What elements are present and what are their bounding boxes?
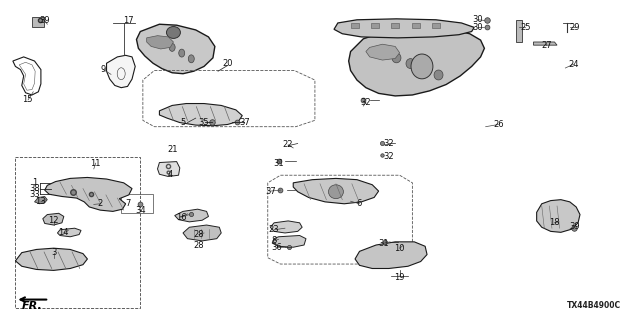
Text: 32: 32 xyxy=(383,152,394,161)
Bar xyxy=(516,20,522,42)
Bar xyxy=(432,23,440,28)
Ellipse shape xyxy=(434,70,443,80)
Text: 32: 32 xyxy=(360,98,371,107)
Text: 29: 29 xyxy=(570,23,580,32)
Text: 37: 37 xyxy=(239,118,250,127)
Ellipse shape xyxy=(166,27,180,38)
Ellipse shape xyxy=(392,53,401,63)
Text: 22: 22 xyxy=(283,140,293,149)
Text: 1: 1 xyxy=(32,178,37,187)
Polygon shape xyxy=(175,209,209,222)
Polygon shape xyxy=(537,200,580,232)
Polygon shape xyxy=(58,228,81,237)
Text: 31: 31 xyxy=(378,239,389,248)
Polygon shape xyxy=(35,196,47,204)
Text: 30: 30 xyxy=(473,23,483,32)
Polygon shape xyxy=(334,19,474,38)
Text: 4: 4 xyxy=(168,170,173,179)
Text: 25: 25 xyxy=(520,23,531,32)
Text: 7: 7 xyxy=(125,199,131,208)
Ellipse shape xyxy=(420,64,429,74)
Text: 2: 2 xyxy=(97,199,103,208)
Ellipse shape xyxy=(411,54,433,79)
Text: TX44B4900C: TX44B4900C xyxy=(566,301,621,310)
Polygon shape xyxy=(136,24,215,74)
Text: 38: 38 xyxy=(29,184,40,193)
Text: 24: 24 xyxy=(568,60,579,69)
Ellipse shape xyxy=(188,55,195,63)
Polygon shape xyxy=(157,162,180,177)
Polygon shape xyxy=(293,178,379,204)
Text: 28: 28 xyxy=(194,230,204,239)
Bar xyxy=(412,23,420,28)
Ellipse shape xyxy=(169,44,175,51)
Ellipse shape xyxy=(179,49,185,57)
Text: 21: 21 xyxy=(167,145,177,154)
Text: 34: 34 xyxy=(135,206,146,215)
Polygon shape xyxy=(355,242,427,268)
Text: 30: 30 xyxy=(473,15,483,24)
Text: 15: 15 xyxy=(22,95,32,104)
Polygon shape xyxy=(272,236,306,247)
Polygon shape xyxy=(270,221,302,233)
Text: FR.: FR. xyxy=(22,301,42,311)
Text: 13: 13 xyxy=(36,197,46,206)
Ellipse shape xyxy=(328,185,344,199)
Ellipse shape xyxy=(406,59,415,68)
Text: 35: 35 xyxy=(198,118,209,127)
Polygon shape xyxy=(106,55,135,88)
Text: 23: 23 xyxy=(269,225,280,234)
Text: 16: 16 xyxy=(176,212,186,222)
Text: 27: 27 xyxy=(541,41,552,50)
Bar xyxy=(351,23,358,28)
Polygon shape xyxy=(159,104,243,126)
Bar xyxy=(392,23,399,28)
Text: 20: 20 xyxy=(222,59,233,68)
Polygon shape xyxy=(534,42,557,45)
Polygon shape xyxy=(15,248,88,270)
Text: 37: 37 xyxy=(265,187,276,196)
Text: 31: 31 xyxy=(273,159,284,168)
Text: 9: 9 xyxy=(100,65,106,74)
Text: 36: 36 xyxy=(271,243,282,252)
Text: 17: 17 xyxy=(124,16,134,25)
Polygon shape xyxy=(366,44,399,60)
Text: 19: 19 xyxy=(394,273,405,282)
Text: 33: 33 xyxy=(29,190,40,199)
Polygon shape xyxy=(43,213,64,225)
Text: 32: 32 xyxy=(383,139,394,148)
Text: 18: 18 xyxy=(549,218,560,227)
Text: 12: 12 xyxy=(49,216,59,225)
Text: 5: 5 xyxy=(180,118,186,127)
Bar xyxy=(371,23,379,28)
Text: 6: 6 xyxy=(357,199,362,208)
Polygon shape xyxy=(147,36,173,49)
Text: 11: 11 xyxy=(90,159,101,168)
Text: 28: 28 xyxy=(194,241,204,250)
Text: 10: 10 xyxy=(394,244,405,253)
Text: 8: 8 xyxy=(271,236,277,245)
Text: 3: 3 xyxy=(51,248,56,257)
Bar xyxy=(32,17,44,27)
Text: 14: 14 xyxy=(59,228,69,237)
Text: 39: 39 xyxy=(570,222,580,231)
Text: 26: 26 xyxy=(493,120,504,129)
Polygon shape xyxy=(45,178,132,212)
Text: 39: 39 xyxy=(40,16,50,25)
Polygon shape xyxy=(349,28,484,96)
Polygon shape xyxy=(183,225,221,241)
